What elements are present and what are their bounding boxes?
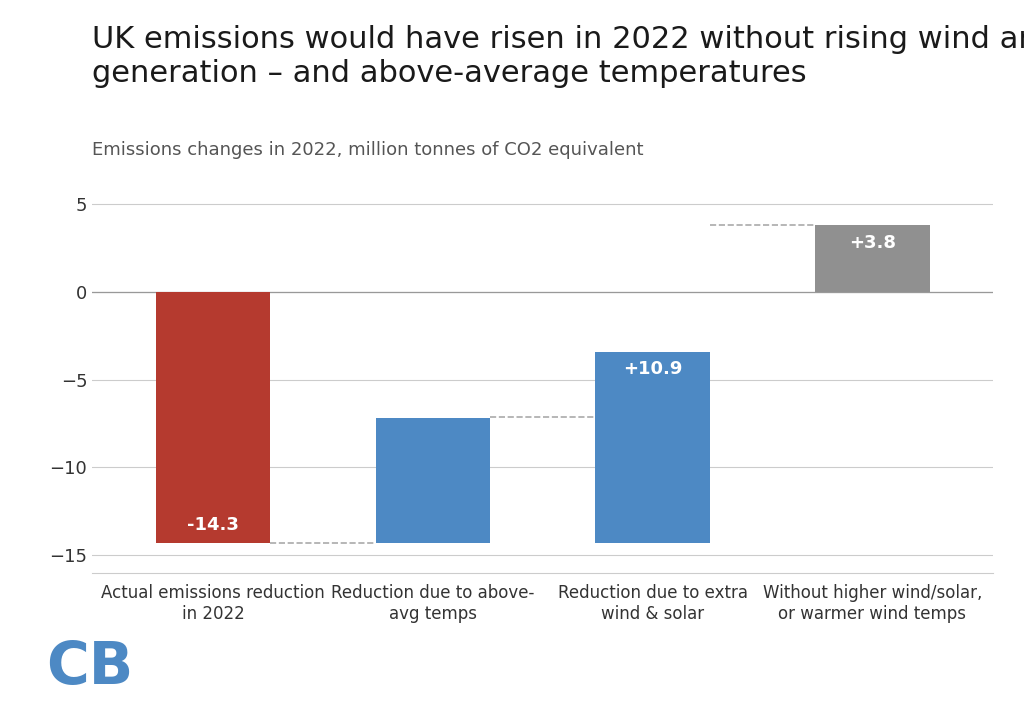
Bar <box>156 292 270 543</box>
Text: +10.9: +10.9 <box>623 360 682 378</box>
Text: -14.3: -14.3 <box>187 516 239 534</box>
Bar <box>376 418 489 543</box>
Text: Emissions changes in 2022, million tonnes of CO2 equivalent: Emissions changes in 2022, million tonne… <box>92 141 644 159</box>
Text: +3.8: +3.8 <box>849 233 896 252</box>
Bar <box>815 225 930 292</box>
Text: +7.1: +7.1 <box>410 392 457 409</box>
Bar <box>596 352 710 543</box>
Text: UK emissions would have risen in 2022 without rising wind and solar
generation –: UK emissions would have risen in 2022 wi… <box>92 25 1024 89</box>
Text: CB: CB <box>46 639 133 696</box>
